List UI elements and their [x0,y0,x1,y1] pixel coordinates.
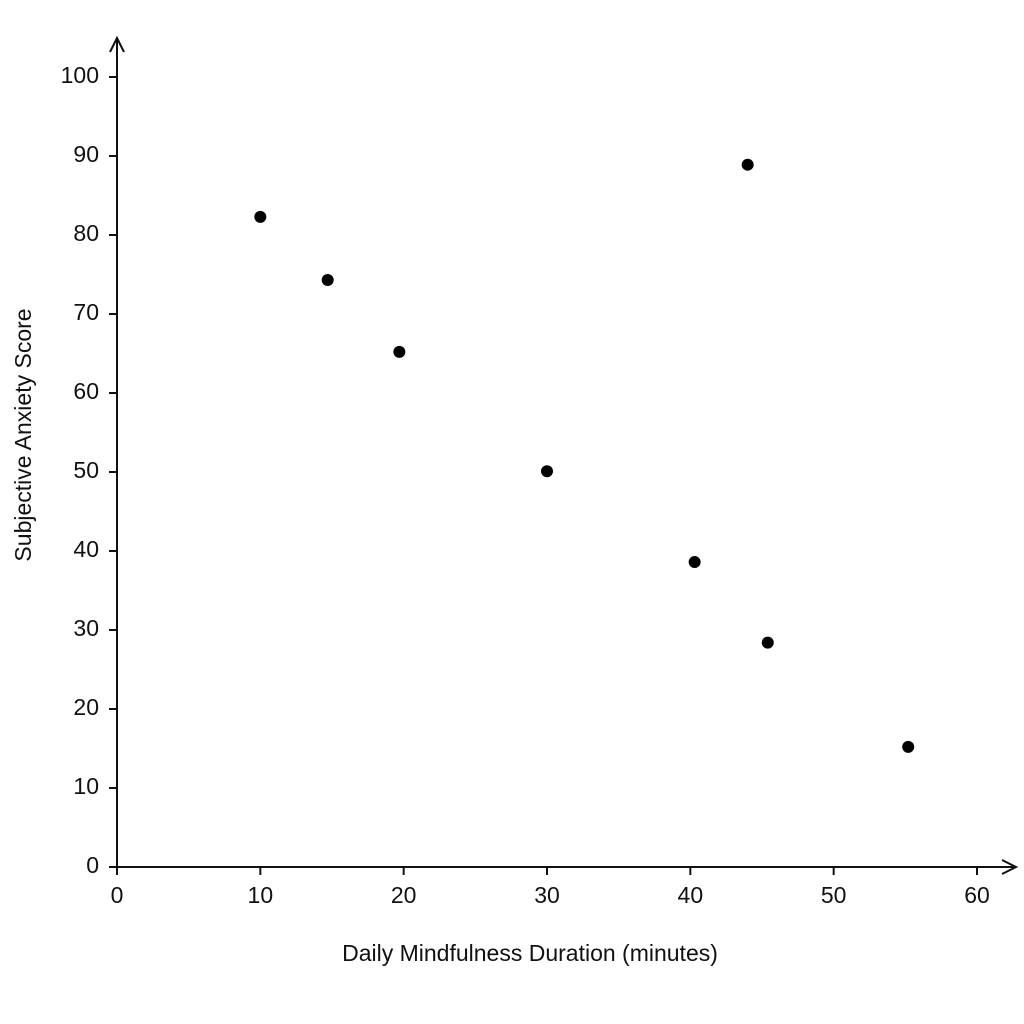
y-tick-label: 80 [73,220,99,246]
x-axis-arrow [1001,859,1019,875]
point [321,274,334,287]
x-tick-label: 50 [821,882,847,908]
x-tick-label: 40 [678,882,704,908]
point [902,740,915,753]
x-axis-label: Daily Mindfulness Duration (minutes) [342,940,718,966]
x-tick-label: 0 [111,882,124,908]
point [761,636,774,649]
y-tick-label: 70 [73,299,99,325]
y-axis-label: Subjective Anxiety Score [10,308,36,561]
y-tick-label: 20 [73,694,99,720]
y-tick-label: 100 [61,62,99,88]
y-tick-label: 90 [73,141,99,167]
x-tick-label: 10 [248,882,274,908]
x-tick-label: 30 [534,882,560,908]
point [393,345,406,358]
point [741,158,754,171]
point [688,556,701,569]
y-axis-arrow [109,35,125,53]
x-tick-label: 60 [964,882,990,908]
point [254,210,267,223]
point [541,465,553,478]
y-tick-label: 30 [73,615,99,641]
y-tick-label: 0 [86,852,99,878]
x-tick-label: 20 [391,882,417,908]
y-tick-label: 60 [73,378,99,404]
y-tick-label: 50 [73,457,99,483]
y-tick-label: 40 [73,536,99,562]
y-tick-label: 10 [73,773,99,799]
